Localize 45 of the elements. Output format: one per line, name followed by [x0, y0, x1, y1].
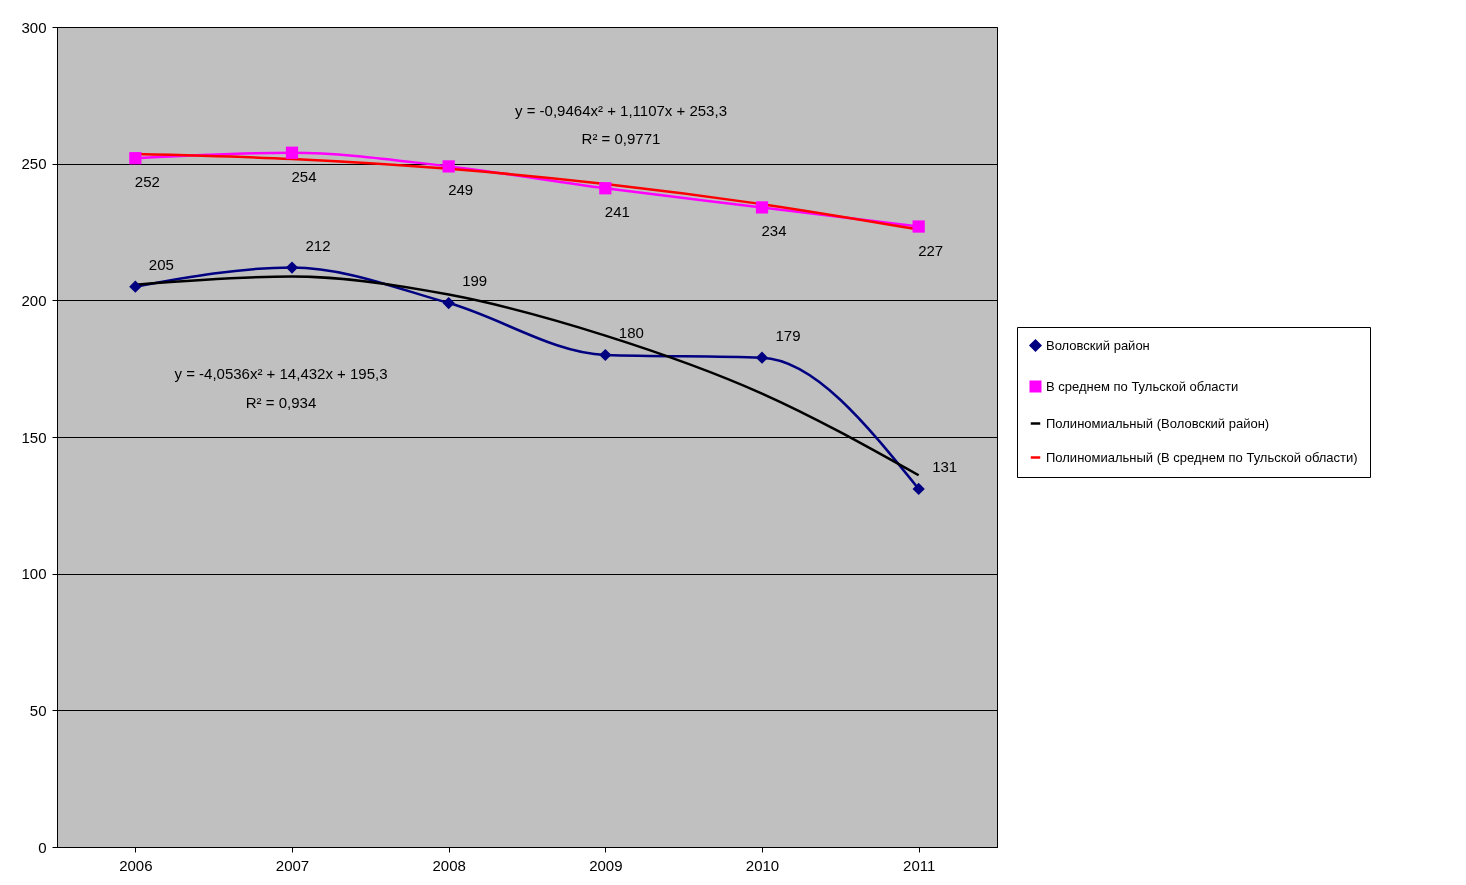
annotation: R² = 0,9771 — [581, 130, 661, 147]
data-label: 234 — [761, 222, 787, 240]
legend-label: Воловский район — [1046, 337, 1150, 353]
point — [442, 160, 455, 173]
y-tick-label: 150 — [21, 428, 47, 446]
y-tick-label: 100 — [21, 565, 47, 583]
x-tick-label: 2006 — [119, 856, 153, 874]
point — [912, 482, 925, 496]
data-label: 131 — [932, 457, 958, 475]
point — [755, 201, 769, 214]
point — [912, 220, 925, 233]
y-tick-label: 250 — [21, 155, 47, 173]
x-tick-label: 2007 — [275, 856, 310, 874]
point — [755, 351, 769, 364]
point — [599, 348, 612, 362]
data-label: 227 — [918, 241, 944, 259]
legend-label: В среднем по Тульской области — [1046, 378, 1239, 394]
point — [129, 280, 142, 293]
point — [285, 261, 299, 274]
y-tick-label: 200 — [21, 291, 47, 309]
legend-label: Полиномиальный (В среднем по Тульской области) — [1046, 449, 1358, 465]
point — [285, 146, 299, 159]
data-label: 254 — [291, 167, 317, 185]
y-tick-label: 300 — [21, 18, 47, 36]
data-label: 212 — [305, 236, 331, 254]
data-label: 179 — [775, 326, 801, 344]
data-label: 241 — [604, 203, 630, 221]
point — [129, 152, 142, 165]
legend-label: Полиномиальный (Воловский район) — [1046, 415, 1270, 431]
y-tick-label: 0 — [38, 838, 47, 856]
data-label: 205 — [148, 255, 174, 273]
data-label: 180 — [618, 324, 644, 341]
y-tick-label: 50 — [29, 701, 47, 719]
data-label: 249 — [448, 181, 474, 199]
data-label: 199 — [462, 272, 488, 290]
x-tick-label: 2008 — [432, 856, 466, 874]
point — [442, 296, 455, 310]
point — [599, 182, 612, 195]
annotation: y = -0,9464x² + 1,1107x + 253,3 — [515, 102, 727, 119]
data-label: 252 — [134, 173, 160, 191]
x-tick-label: 2011 — [903, 856, 936, 874]
x-tick-label: 2010 — [745, 856, 780, 874]
annotation: y = -4,0536x² + 14,432x + 195,3 — [174, 365, 388, 382]
annotation: R² = 0,934 — [245, 394, 317, 411]
x-tick-label: 2009 — [589, 856, 623, 874]
